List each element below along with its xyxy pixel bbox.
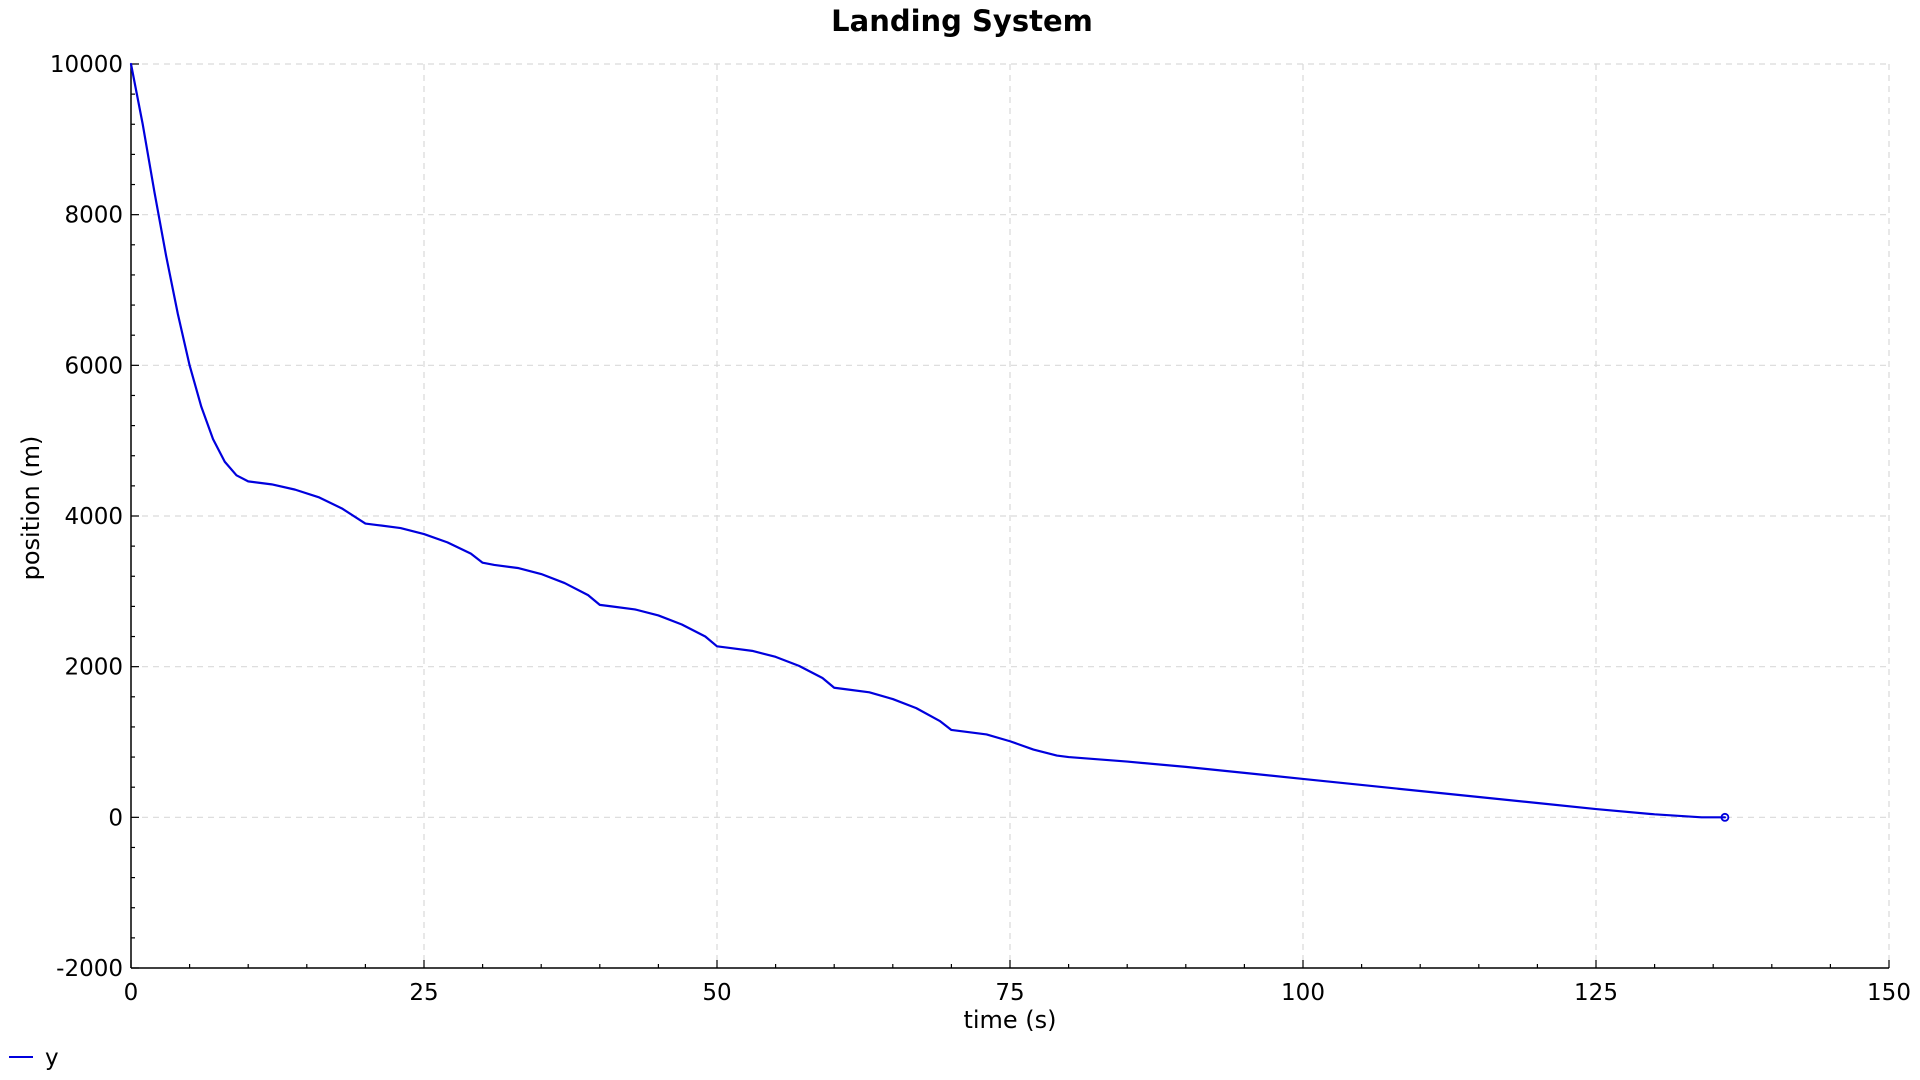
- y-tick-label-6: 10000: [50, 52, 123, 78]
- x-tick-label-3: 75: [995, 980, 1024, 1006]
- chart-title: Landing System: [831, 4, 1093, 38]
- series-line-y: [129, 62, 1727, 819]
- y-tick-label-2: 2000: [64, 655, 123, 681]
- legend-label-y: y: [45, 1045, 59, 1071]
- y-tick-label-4: 6000: [64, 353, 123, 379]
- tick-labels: 0 25 50 75 100 125 150-20000200040006000800010…: [50, 52, 1911, 1006]
- y-tick-label-5: 8000: [64, 203, 123, 229]
- x-tick-label-6: 150: [1867, 980, 1911, 1006]
- x-tick-label-0: 0: [124, 980, 139, 1006]
- y-tick-label-0: -2000: [56, 956, 123, 982]
- x-axis-label: time (s): [963, 1006, 1056, 1034]
- y-tick-label-1: 0: [108, 805, 123, 831]
- tick-marks: [130, 63, 1890, 969]
- x-tick-label-2: 50: [702, 980, 731, 1006]
- legend: y: [9, 1045, 59, 1071]
- y-axis-label: position (m): [17, 436, 45, 581]
- x-tick-label-1: 25: [409, 980, 438, 1006]
- x-tick-label-4: 100: [1281, 980, 1325, 1006]
- grid-lines: [131, 63, 1890, 968]
- x-tick-label-5: 125: [1574, 980, 1618, 1006]
- y-tick-label-3: 4000: [64, 504, 123, 530]
- series-end-marker-y: [1720, 812, 1730, 822]
- series-layer: [129, 62, 1730, 822]
